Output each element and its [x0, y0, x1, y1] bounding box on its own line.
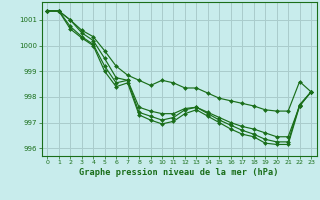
X-axis label: Graphe pression niveau de la mer (hPa): Graphe pression niveau de la mer (hPa) — [79, 168, 279, 177]
